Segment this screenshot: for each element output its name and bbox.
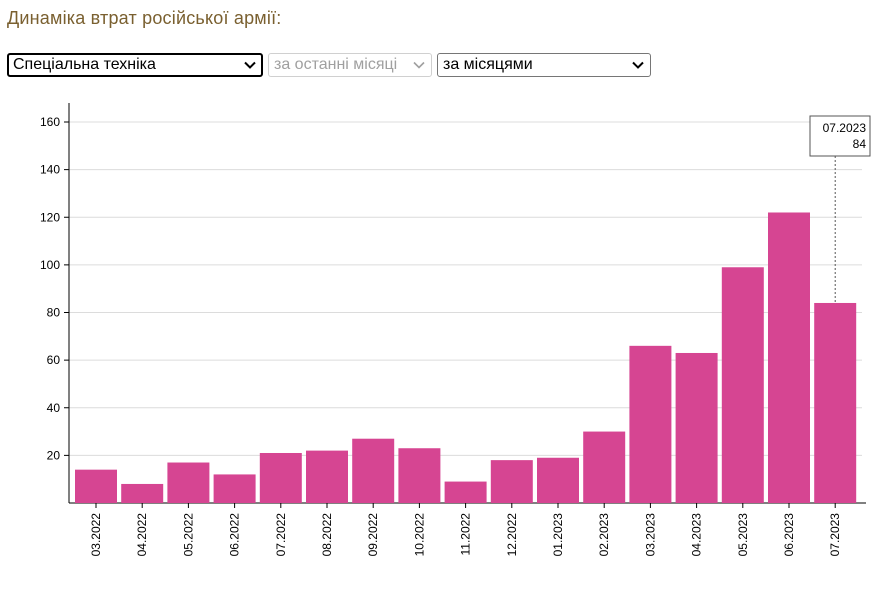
x-tick-label: 04.2023 [690, 513, 704, 557]
y-tick-label: 60 [47, 353, 61, 367]
x-tick-label: 11.2022 [459, 513, 473, 556]
grouping-select-value: за місяцями [443, 56, 533, 73]
x-tick-label: 05.2022 [181, 513, 195, 557]
bar-01.2023[interactable] [537, 457, 579, 503]
bar-11.2022[interactable] [444, 481, 487, 503]
y-tick-label: 120 [40, 210, 60, 224]
x-tick-label: 04.2022 [135, 513, 149, 557]
chevron-down-icon [244, 61, 256, 69]
bar-10.2022[interactable] [398, 448, 441, 503]
bar-03.2022[interactable] [75, 469, 117, 503]
y-tick-label: 160 [40, 115, 60, 129]
y-tick-label: 100 [40, 258, 60, 272]
bar-07.2022[interactable] [259, 452, 302, 503]
tooltip-label: 07.2023 [823, 121, 867, 135]
y-tick-label: 80 [47, 306, 61, 320]
period-select-value: за останні місяці [274, 56, 398, 73]
grouping-select[interactable]: за місяцями [437, 53, 651, 77]
bar-12.2022[interactable] [490, 460, 533, 503]
x-tick-label: 07.2023 [828, 513, 842, 557]
category-select[interactable]: Спеціальна техніка [7, 53, 263, 77]
x-tick-label: 06.2022 [228, 513, 242, 557]
x-tick-label: 07.2022 [274, 513, 288, 557]
bar-05.2023[interactable] [721, 267, 764, 503]
bar-05.2022[interactable] [167, 462, 210, 503]
tooltip-value: 84 [853, 137, 867, 151]
bar-03.2023[interactable] [629, 345, 672, 503]
y-tick-label: 40 [47, 401, 61, 415]
x-tick-label: 08.2022 [320, 513, 334, 557]
x-tick-label: 05.2023 [736, 513, 750, 557]
period-select[interactable]: за останні місяці [268, 53, 432, 77]
tooltip-box [809, 115, 871, 157]
bar-04.2022[interactable] [121, 483, 164, 503]
y-tick-label: 140 [40, 163, 60, 177]
x-tick-label: 09.2022 [366, 513, 380, 557]
category-select-value: Спеціальна техніка [13, 56, 156, 73]
bar-06.2022[interactable] [213, 474, 256, 503]
x-tick-label: 03.2023 [643, 513, 657, 557]
y-tick-label: 20 [47, 448, 61, 462]
chevron-down-icon [413, 61, 425, 69]
chevron-down-icon [632, 61, 644, 69]
page-title: Динаміка втрат російської армії: [7, 8, 282, 28]
bar-07.2023[interactable] [814, 302, 857, 503]
bar-04.2023[interactable] [675, 352, 718, 503]
bar-06.2023[interactable] [768, 212, 810, 504]
x-tick-label: 06.2023 [782, 513, 796, 557]
bar-08.2022[interactable] [306, 450, 348, 503]
x-tick-label: 10.2022 [412, 513, 426, 557]
x-tick-label: 12.2022 [505, 513, 519, 557]
bar-09.2022[interactable] [352, 438, 395, 503]
x-tick-label: 01.2023 [551, 513, 565, 557]
x-tick-label: 02.2023 [597, 513, 611, 557]
x-tick-label: 03.2022 [89, 513, 103, 557]
bar-02.2023[interactable] [583, 431, 626, 503]
